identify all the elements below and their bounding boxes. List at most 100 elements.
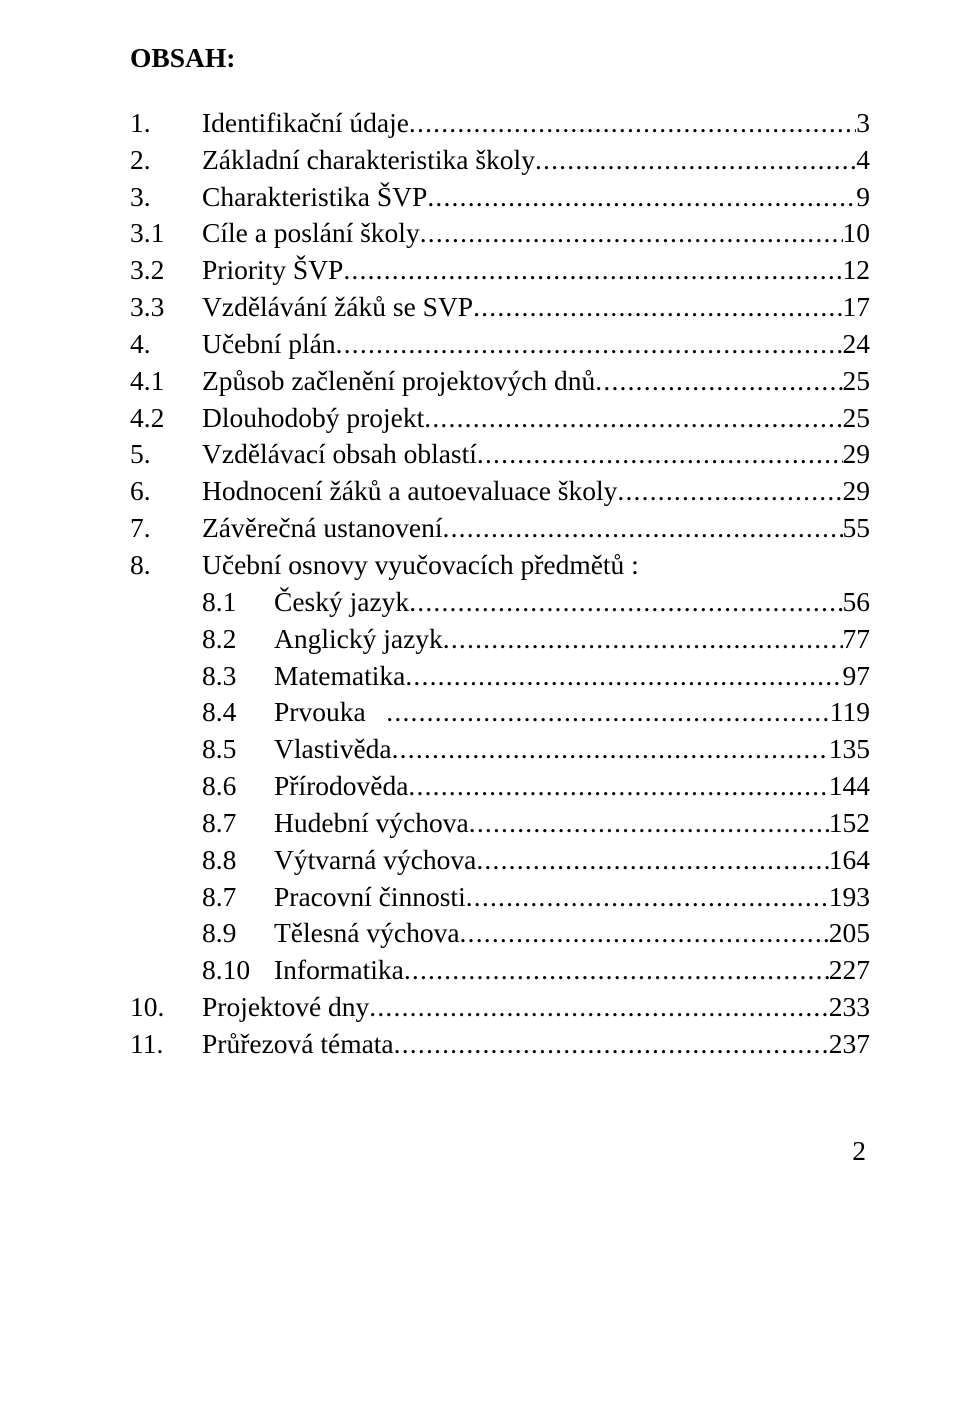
toc-leader-dots — [404, 952, 829, 989]
toc-entry: 10.Projektové dny233 — [130, 989, 870, 1026]
toc-entry: 3.3Vzdělávání žáků se SVP 17 — [130, 289, 870, 326]
toc-list: 1.Identifikační údaje 32.Základní charakt… — [130, 105, 870, 1063]
toc-entry: 8.6Přírodověda 144 — [130, 768, 870, 805]
toc-entry: 8.8Výtvarná výchova 164 — [130, 842, 870, 879]
toc-leader-dots — [473, 289, 842, 326]
toc-entry-label: Tělesná výchova — [274, 915, 460, 952]
toc-entry-page: 17 — [843, 289, 871, 326]
toc-entry: 8.5Vlastivěda135 — [130, 731, 870, 768]
toc-entry-page: 152 — [829, 805, 870, 842]
toc-leader-dots — [420, 215, 843, 252]
toc-entry-page: 164 — [829, 842, 870, 879]
toc-entry-number: 8.2 — [202, 621, 274, 658]
toc-entry-number: 4. — [130, 326, 202, 363]
toc-entry-label: Projektové dny — [202, 989, 369, 1026]
toc-entry-label: Učební osnovy vyučovacích předmětů : — [202, 547, 639, 584]
toc-entry: 3.Charakteristika ŠVP9 — [130, 179, 870, 216]
toc-entry-number: 8.7 — [202, 805, 274, 842]
toc-entry-page: 119 — [830, 694, 870, 731]
toc-entry-label: Vzdělávací obsah oblastí — [202, 436, 477, 473]
toc-entry: 8.9Tělesná výchova 205 — [130, 915, 870, 952]
toc-entry-page: 29 — [843, 436, 871, 473]
toc-leader-dots — [386, 694, 829, 731]
toc-entry-page: 12 — [843, 252, 871, 289]
toc-entry-label: Charakteristika ŠVP — [202, 179, 427, 216]
toc-entry-page: 56 — [843, 584, 871, 621]
toc-entry-number: 8.3 — [202, 658, 274, 695]
toc-entry-page: 135 — [829, 731, 870, 768]
toc-leader-dots — [369, 989, 828, 1026]
toc-entry-label: Výtvarná výchova — [274, 842, 476, 879]
toc-entry: 1.Identifikační údaje 3 — [130, 105, 870, 142]
toc-entry-number: 8.10 — [202, 952, 274, 989]
toc-entry-number: 3. — [130, 179, 202, 216]
toc-entry-number: 8.8 — [202, 842, 274, 879]
toc-entry-page: 237 — [829, 1026, 870, 1063]
toc-leader-dots — [336, 326, 843, 363]
toc-entry-label: Informatika — [274, 952, 404, 989]
toc-entry-number: 8.9 — [202, 915, 274, 952]
toc-entry-page: 144 — [829, 768, 870, 805]
toc-entry-number: 4.1 — [130, 363, 202, 400]
toc-entry-number: 6. — [130, 473, 202, 510]
toc-entry: 8.7Hudební výchova 152 — [130, 805, 870, 842]
toc-entry-label: Prvouka — [274, 694, 386, 731]
toc-entry-label: Český jazyk — [274, 584, 409, 621]
toc-entry-label: Závěrečná ustanovení — [202, 510, 443, 547]
toc-entry-label: Identifikační údaje — [202, 105, 409, 142]
toc-entry-label: Dlouhodobý projekt — [202, 400, 424, 437]
toc-entry: 8.1Český jazyk 56 — [130, 584, 870, 621]
toc-entry-page: 25 — [843, 400, 871, 437]
toc-leader-dots — [408, 768, 828, 805]
toc-leader-dots — [595, 363, 842, 400]
toc-entry-label: Anglický jazyk — [274, 621, 443, 658]
toc-entry: 6.Hodnocení žáků a autoevaluace školy 29 — [130, 473, 870, 510]
toc-entry-number: 8.1 — [202, 584, 274, 621]
toc-entry: 8.10Informatika227 — [130, 952, 870, 989]
toc-entry-label: Přírodověda — [274, 768, 408, 805]
toc-entry-number: 8.7 — [202, 879, 274, 916]
toc-entry-number: 8.4 — [202, 694, 274, 731]
toc-entry-page: 3 — [856, 105, 870, 142]
toc-entry-label: Hodnocení žáků a autoevaluace školy — [202, 473, 617, 510]
toc-entry: 3.1Cíle a poslání školy10 — [130, 215, 870, 252]
toc-entry-label: Matematika — [274, 658, 405, 695]
toc-entry: 2.Základní charakteristika školy4 — [130, 142, 870, 179]
toc-entry: 7.Závěrečná ustanovení 55 — [130, 510, 870, 547]
toc-leader-dots — [443, 510, 843, 547]
toc-entry-number: 7. — [130, 510, 202, 547]
toc-entry-label: Priority ŠVP — [202, 252, 343, 289]
toc-entry: 11.Průřezová témata237 — [130, 1026, 870, 1063]
toc-entry-page: 55 — [843, 510, 871, 547]
toc-entry: 8.7Pracovní činnosti 193 — [130, 879, 870, 916]
toc-leader-dots — [405, 658, 842, 695]
toc-entry-page: 24 — [843, 326, 871, 363]
toc-leader-dots — [460, 915, 829, 952]
toc-entry: 8.3Matematika97 — [130, 658, 870, 695]
toc-entry-label: Hudební výchova — [274, 805, 469, 842]
toc-entry-number: 8. — [130, 547, 202, 584]
toc-entry-page: 205 — [829, 915, 870, 952]
toc-entry: 5.Vzdělávací obsah oblastí29 — [130, 436, 870, 473]
toc-entry-number: 8.6 — [202, 768, 274, 805]
toc-entry-page: 29 — [843, 473, 871, 510]
toc-entry-page: 193 — [829, 879, 870, 916]
toc-entry: 8.Učební osnovy vyučovacích předmětů : — [130, 547, 870, 584]
toc-entry-number: 11. — [130, 1026, 202, 1063]
toc-leader-dots — [466, 879, 829, 916]
toc-entry-number: 3.3 — [130, 289, 202, 326]
toc-entry-page: 10 — [843, 215, 871, 252]
toc-entry-label: Pracovní činnosti — [274, 879, 466, 916]
toc-leader-dots — [469, 805, 829, 842]
toc-leader-dots — [409, 584, 842, 621]
toc-entry-label: Cíle a poslání školy — [202, 215, 420, 252]
toc-entry-label: Vzdělávání žáků se SVP — [202, 289, 473, 326]
toc-entry: 3.2Priority ŠVP12 — [130, 252, 870, 289]
toc-entry-number: 1. — [130, 105, 202, 142]
toc-leader-dots — [424, 400, 842, 437]
toc-entry: 8.2Anglický jazyk77 — [130, 621, 870, 658]
toc-entry-page: 233 — [829, 989, 870, 1026]
toc-entry-label: Vlastivěda — [274, 731, 392, 768]
toc-leader-dots — [394, 1026, 829, 1063]
toc-entry: 8.4Prvouka 119 — [130, 694, 870, 731]
